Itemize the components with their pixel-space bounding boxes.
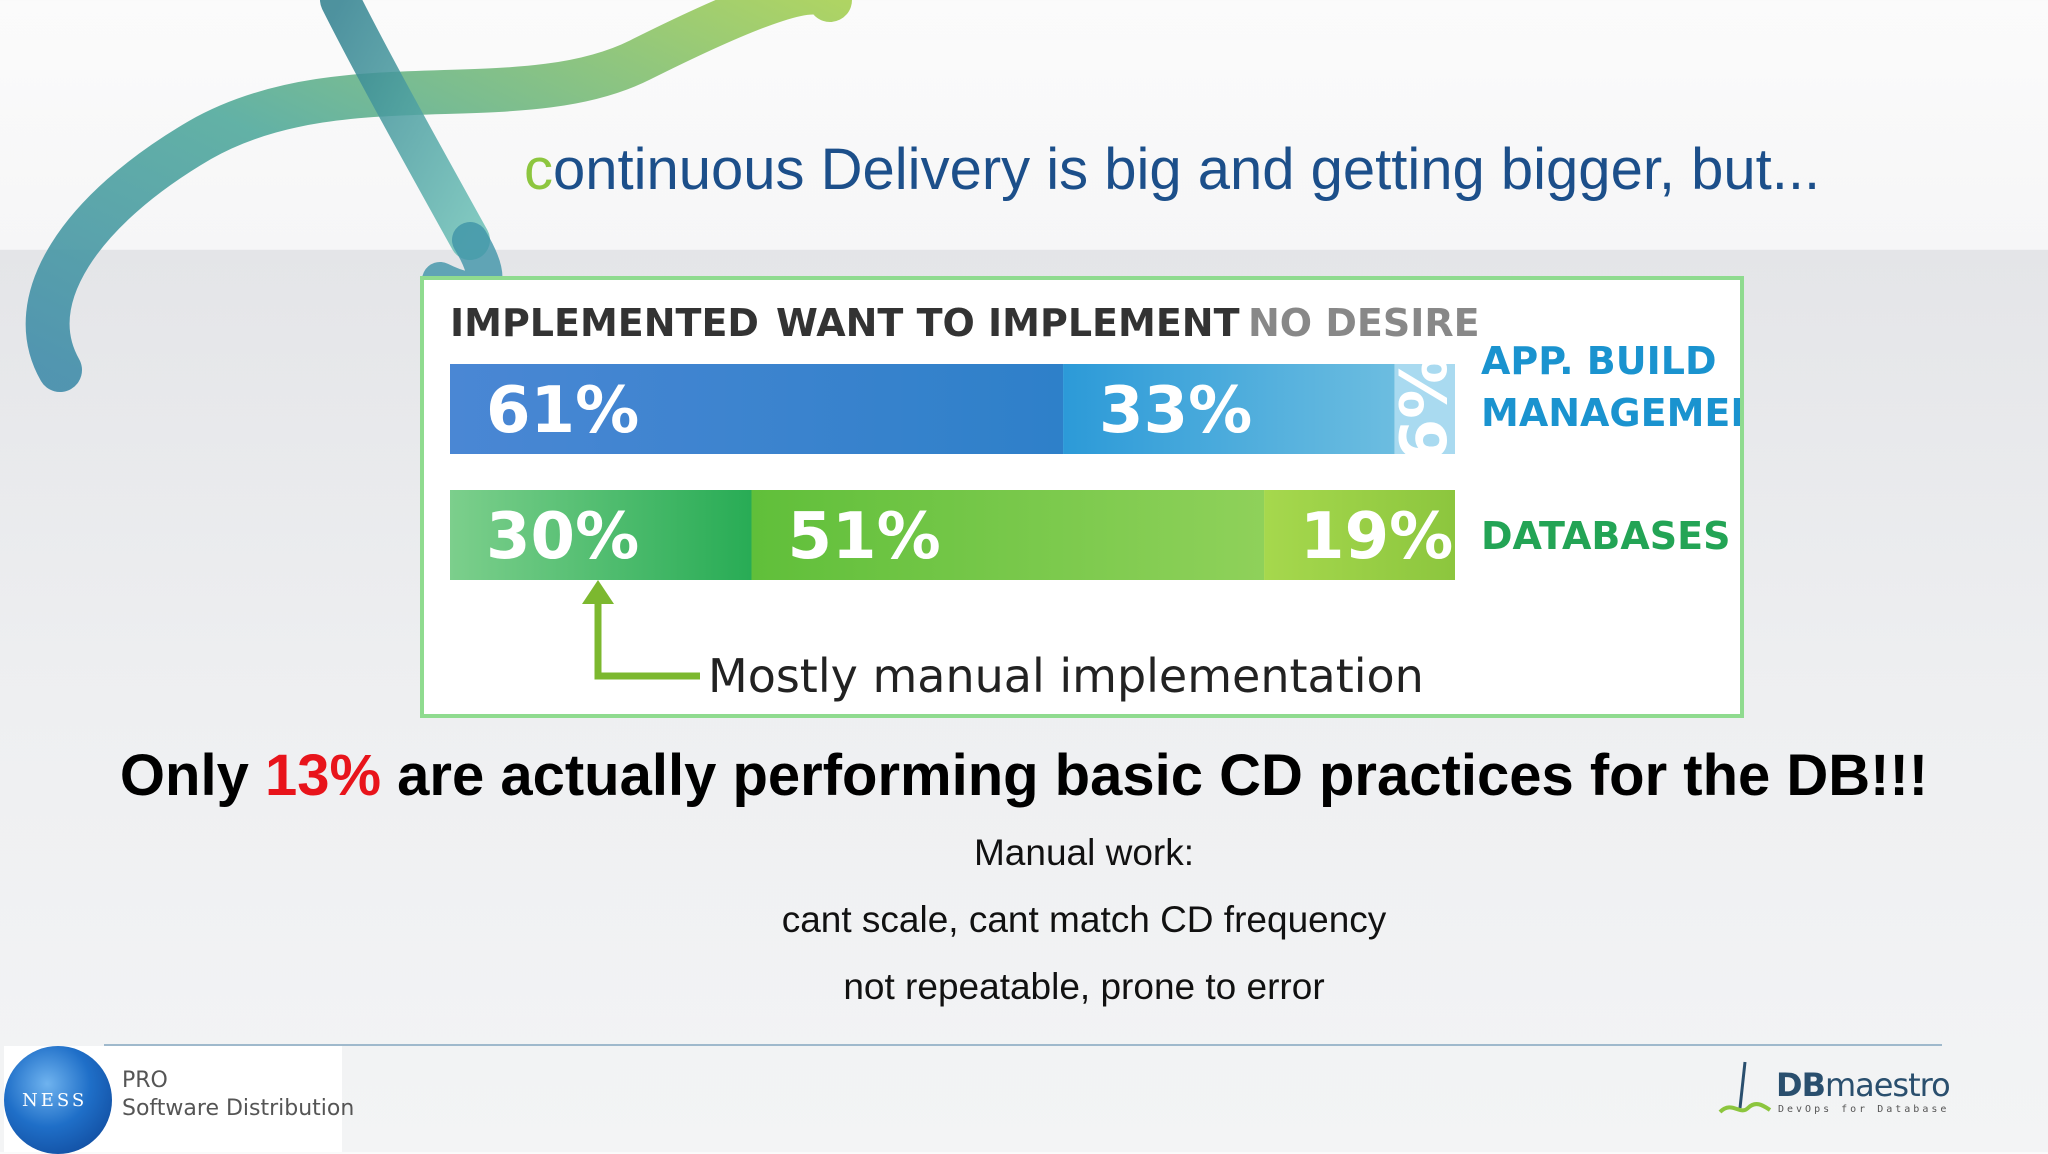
bar-value-label: 51% [788,500,941,574]
column-header-3: NO DESIRE [1248,301,1480,345]
column-header-1: IMPLEMENTED [450,301,759,345]
dbmaestro-logo-icon [1718,1061,1772,1114]
headline-highlight: 13% [264,743,382,808]
bar-segment [1063,364,1395,454]
ness-logo: NESS PRO Software Distribution [4,1046,354,1154]
sub-line-1: Manual work: [973,832,1195,873]
title-text: ontinuous Delivery is big and getting bi… [553,137,1821,202]
dbmaestro-name-bold: DB [1776,1066,1826,1104]
bar-value-label: 61% [486,374,639,448]
sub-line-3: not repeatable, prone to error [843,966,1325,1007]
bar-segment [450,490,752,580]
slide-title: continuous Delivery is big and getting b… [524,136,1820,203]
ness-logo-line2: Software Distribution [122,1096,355,1121]
category-label: APP. BUILD [1481,339,1717,383]
category-label: DATABASES [1481,514,1730,558]
bar-segment [751,490,1265,580]
ness-globe-icon [4,1046,112,1154]
ness-logo-mark: NESS [22,1090,88,1111]
category-label: MANAGEMENT [1481,391,1740,435]
title-initial: c [524,137,553,202]
bar-value-label: 19% [1300,500,1453,574]
annotation-arrow [594,600,700,680]
dbmaestro-logo: DBmaestro DevOps for Database [1718,1060,1951,1120]
annotation-label: Mostly manual implementation [708,649,1424,703]
bar-value-label: 33% [1099,374,1252,448]
dbmaestro-name-rest: maestro [1824,1066,1951,1104]
bar-value-label: 30% [486,500,639,574]
stacked-bar-chart: IMPLEMENTED WANT TO IMPLEMENT NO DESIRE 61… [450,301,1740,703]
column-header-2: WANT TO IMPLEMENT [776,301,1240,345]
bar-segment [1264,490,1455,580]
headline-post: are actually performing basic CD practic… [381,743,1929,808]
bar-segment [1394,364,1455,454]
dbmaestro-tagline: DevOps for Database [1778,1104,1950,1115]
headline-pre: Only [119,743,265,808]
footer-divider [104,1044,1942,1046]
bar-value-label: 6% [1388,355,1462,464]
bar-segment [450,364,1064,454]
ness-logo-line1: PRO [122,1068,168,1093]
chart-panel: IMPLEMENTED WANT TO IMPLEMENT NO DESIRE 61… [420,276,1744,718]
headline: Only 13% are actually performing basic C… [0,742,2048,809]
sub-line-2: cant scale, cant match CD frequency [781,899,1387,940]
dbmaestro-name: DBmaestro [1776,1066,1951,1104]
annotation-arrowhead [582,580,614,604]
